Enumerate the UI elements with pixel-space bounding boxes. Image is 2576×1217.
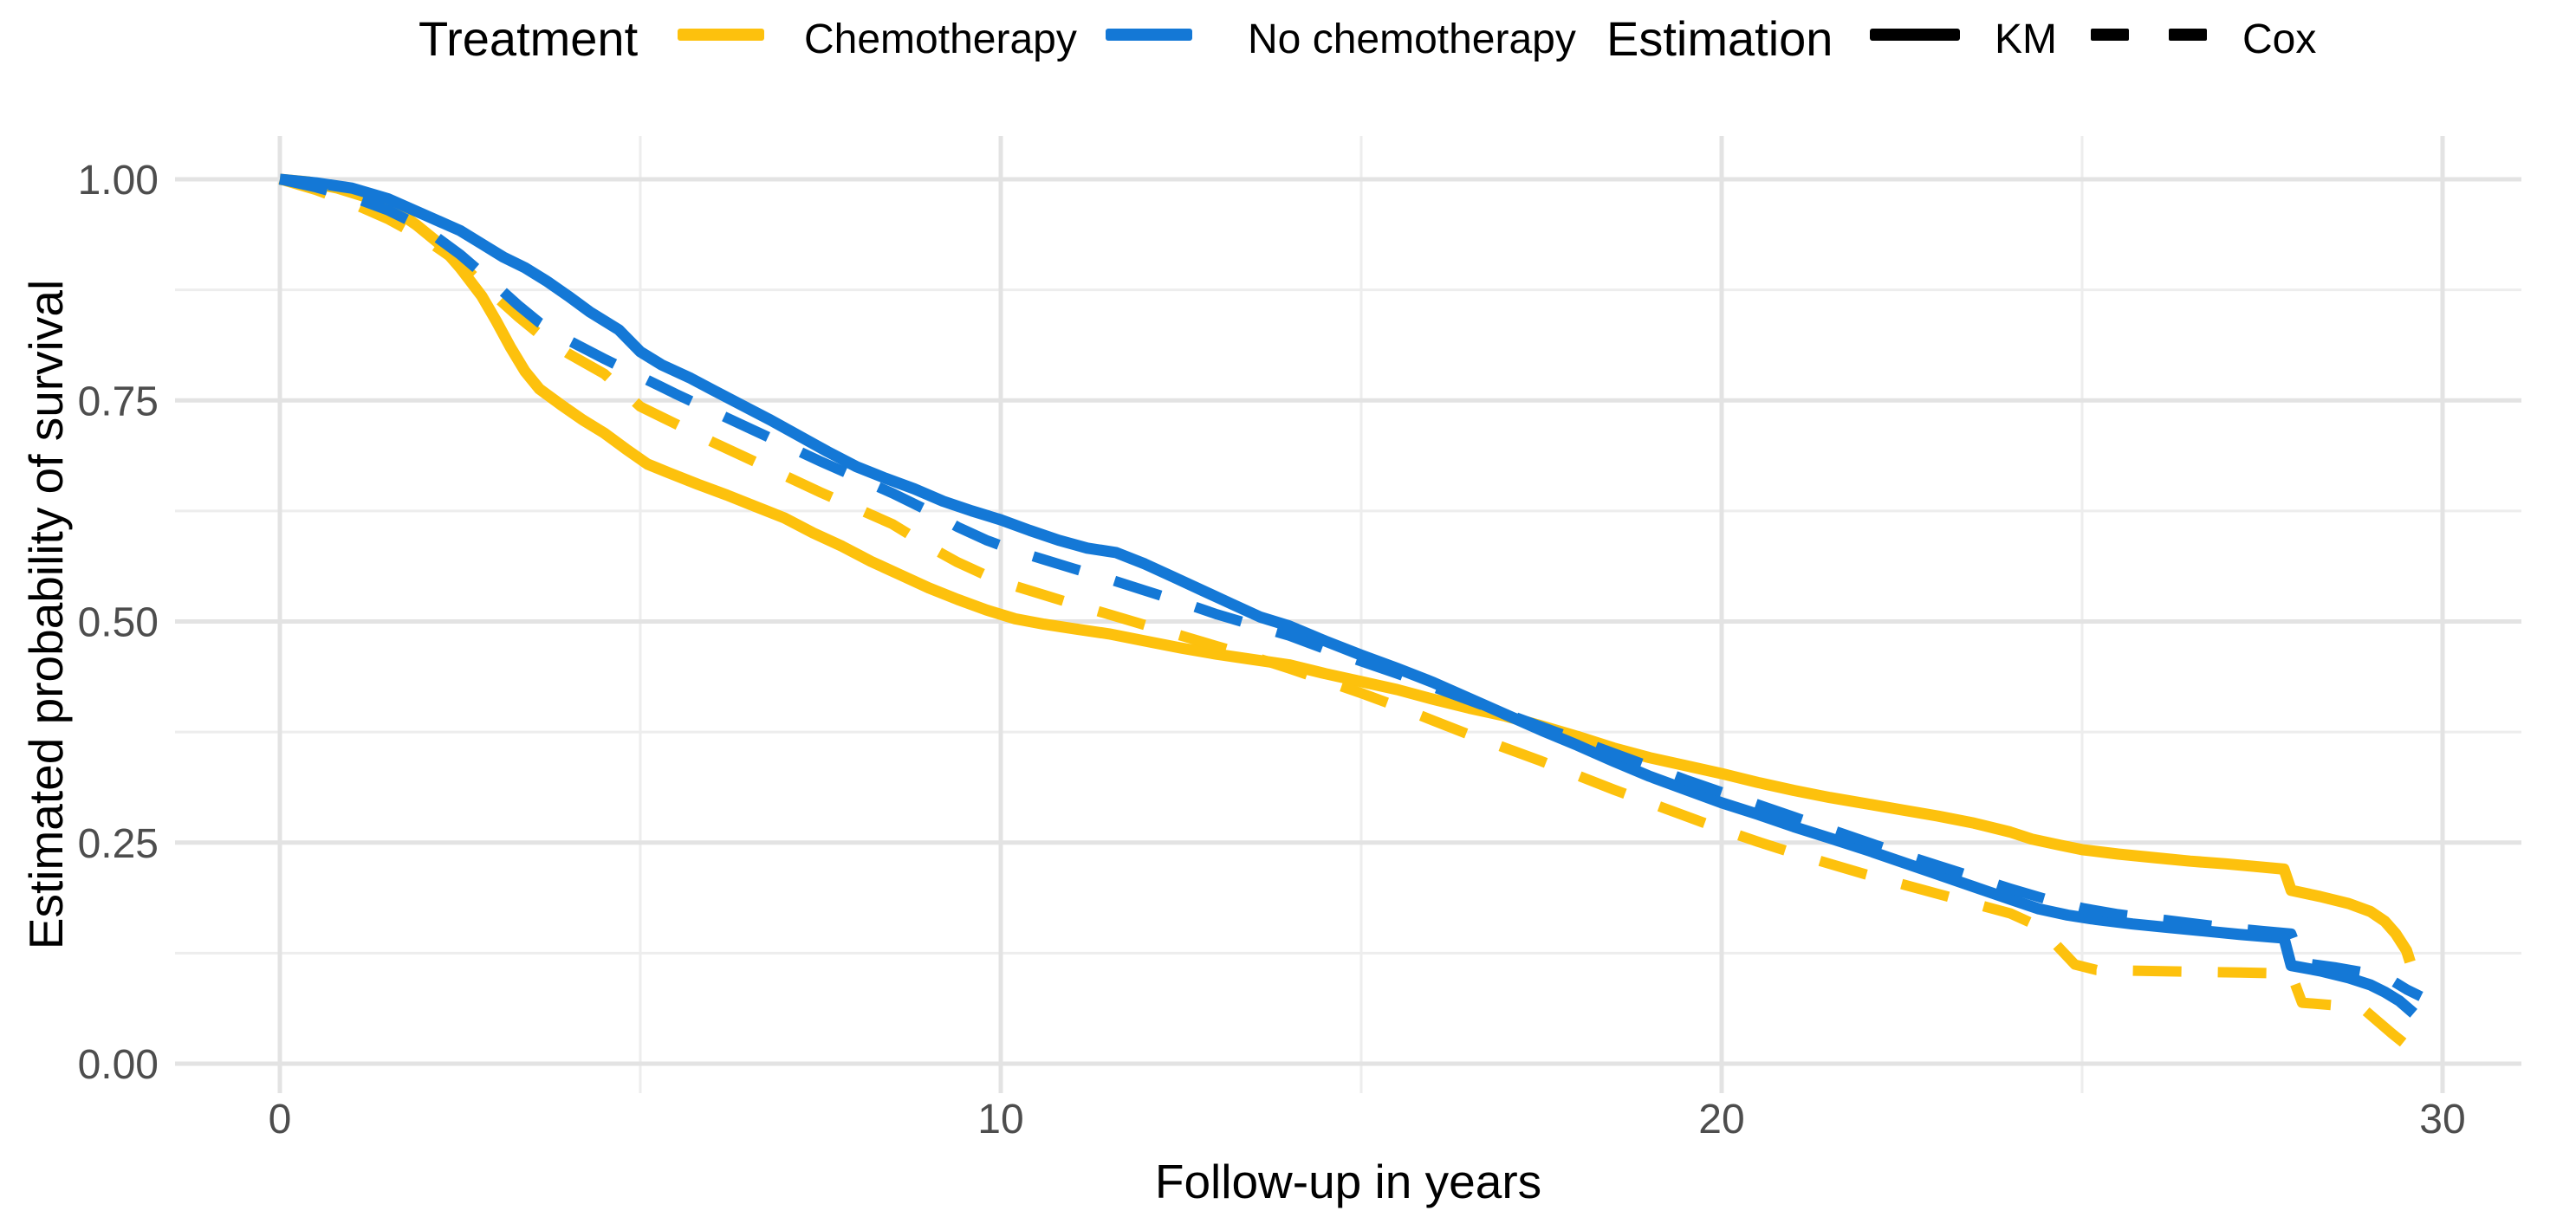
y-tick-label: 1.00 (78, 158, 159, 204)
x-tick-label: 10 (977, 1097, 1023, 1143)
legend-estimation-title: Estimation (1606, 11, 1833, 66)
x-tick-label: 30 (2419, 1097, 2465, 1143)
no-chemotherapy-key-icon (1106, 29, 1192, 41)
cox-key-icon (2169, 29, 2207, 41)
curve-no-chemotherapy-cox (278, 174, 2424, 1001)
legend-item-km: KM (1995, 16, 2057, 62)
x-tick-label: 0 (269, 1097, 292, 1143)
curve-no-chemotherapy-km (279, 173, 2417, 1018)
chemotherapy-key-icon (678, 29, 764, 41)
x-axis-title: Follow-up in years (1155, 1155, 1541, 1208)
legend-item-chemotherapy: Chemotherapy (804, 16, 1077, 62)
cox-key-icon (2091, 29, 2129, 41)
legend-item-no-chemotherapy: No chemotherapy (1248, 16, 1576, 62)
legend-item-cox: Cox (2242, 16, 2317, 62)
y-tick-label: 0.50 (78, 600, 159, 646)
curve-chemotherapy-cox (278, 174, 2411, 1050)
y-tick-label: 0.00 (78, 1042, 159, 1088)
y-axis-title: Estimated probability of survival (19, 280, 73, 949)
x-tick-label: 20 (1698, 1097, 1744, 1143)
legend: Treatment Chemotherapy No chemotherapy E… (0, 0, 2576, 78)
km-key-icon (1870, 29, 1960, 41)
y-tick-label: 0.75 (78, 379, 159, 424)
legend-treatment-title: Treatment (419, 11, 639, 66)
y-tick-label: 0.25 (78, 821, 159, 867)
